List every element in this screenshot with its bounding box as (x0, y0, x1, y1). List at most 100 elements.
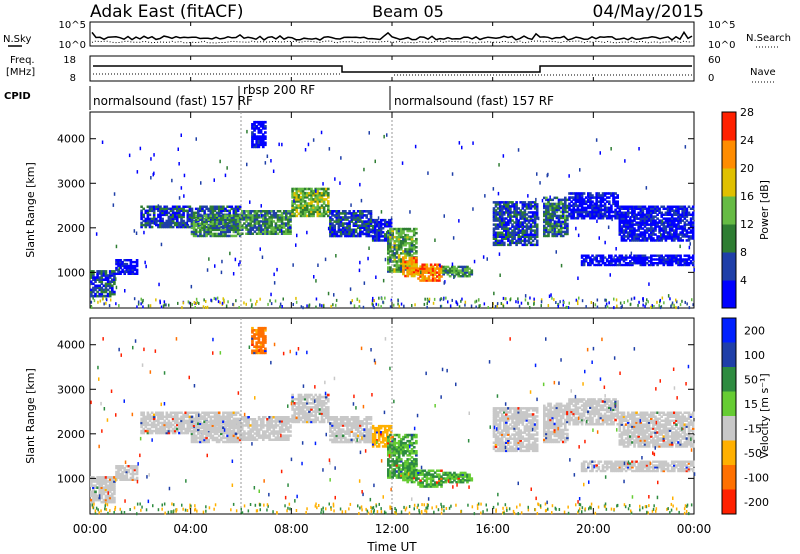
echo-cell (178, 421, 181, 425)
echo-cell (329, 222, 332, 225)
echo-cell (111, 486, 114, 489)
echo-cell (215, 211, 219, 215)
echo-cell (98, 480, 101, 483)
echo-cell (654, 258, 657, 261)
echo-cell (557, 230, 561, 234)
echo-cell (96, 276, 99, 279)
echo-cell (150, 219, 154, 223)
echo-cell (689, 213, 693, 216)
echo-cell (287, 232, 290, 235)
echo-cell (102, 288, 106, 292)
echo-cell (616, 194, 619, 197)
echo-cell (603, 214, 607, 218)
echo-cell (535, 229, 539, 232)
echo-cell (353, 304, 356, 308)
echo-cell (689, 207, 693, 210)
echo-cell (236, 214, 240, 217)
echo-cell (568, 174, 570, 178)
echo-cell (333, 293, 335, 297)
echo-cell (387, 258, 390, 261)
echo-cell (262, 214, 265, 217)
echo-cell (207, 214, 210, 217)
echo-cell (498, 241, 502, 245)
echo-cell (395, 237, 399, 241)
echo-cell (647, 215, 651, 218)
echo-cell (527, 201, 531, 204)
echo-cell (624, 256, 628, 259)
echo-cell (207, 415, 210, 419)
echo-cell (236, 224, 240, 228)
echo-cell (259, 210, 263, 213)
echo-cell (367, 234, 371, 238)
echo-cell (90, 480, 93, 483)
echo-cell (146, 417, 150, 421)
echo-cell (209, 417, 213, 421)
echo-cell (111, 482, 114, 485)
echo-cell (183, 173, 186, 178)
echo-cell (408, 252, 412, 255)
echo-cell (591, 202, 593, 206)
echo-cell (213, 428, 217, 432)
echo-cell (197, 428, 200, 432)
echo-cell (626, 211, 630, 214)
echo-cell (337, 234, 341, 238)
echo-cell (266, 154, 269, 158)
echo-cell (433, 267, 437, 270)
echo-cell (656, 207, 659, 210)
echo-cell (660, 262, 663, 265)
echo-cell (285, 218, 288, 221)
echo-cell (98, 486, 101, 489)
echo-cell (463, 275, 467, 278)
echo-cell (618, 258, 622, 261)
echo-cell (257, 139, 261, 142)
echo-cell (306, 230, 308, 235)
echo-cell (622, 256, 626, 259)
echo-cell (670, 219, 674, 222)
echo-cell (344, 228, 347, 232)
echo-cell (425, 265, 429, 268)
echo-cell (515, 211, 518, 214)
echo-cell (587, 200, 590, 203)
echo-cell (312, 191, 315, 195)
echo-cell (104, 288, 108, 292)
echo-cell (681, 263, 684, 267)
echo-cell (287, 220, 290, 223)
echo-cell (165, 303, 167, 307)
echo-cell (616, 216, 619, 220)
echo-cell (295, 198, 299, 201)
echo-cell (603, 192, 607, 195)
echo-cell (159, 215, 162, 219)
echo-cell (691, 258, 695, 261)
echo-cell (503, 241, 506, 245)
echo-cell (90, 500, 93, 504)
echo-cell (689, 256, 693, 259)
echo-cell (209, 209, 213, 213)
echo-cell (691, 262, 695, 265)
echo-cell (545, 220, 548, 224)
echo-cell (253, 143, 256, 147)
echo-cell (533, 302, 535, 305)
echo-cell (111, 290, 114, 294)
echo-cell (515, 243, 518, 247)
echo-cell (184, 223, 187, 227)
echo-cell (547, 210, 550, 214)
echo-cell (329, 216, 332, 219)
echo-cell (245, 232, 248, 235)
echo-cell (645, 231, 649, 234)
echo-cell (404, 260, 407, 264)
echo-cell (102, 480, 106, 483)
echo-cell (643, 229, 647, 232)
echo-cell (555, 210, 559, 214)
echo-cell (314, 200, 317, 203)
echo-cell (529, 296, 531, 300)
echo-cell (203, 226, 206, 230)
echo-cell (213, 207, 217, 211)
echo-cell (207, 426, 210, 429)
echo-cell (662, 235, 666, 238)
echo-cell (159, 209, 162, 213)
echo-cell (268, 216, 271, 219)
echo-cell (505, 211, 508, 214)
echo-cell (517, 241, 520, 245)
echo-cell (127, 272, 131, 275)
y-tick-label: 3000 (57, 177, 85, 190)
